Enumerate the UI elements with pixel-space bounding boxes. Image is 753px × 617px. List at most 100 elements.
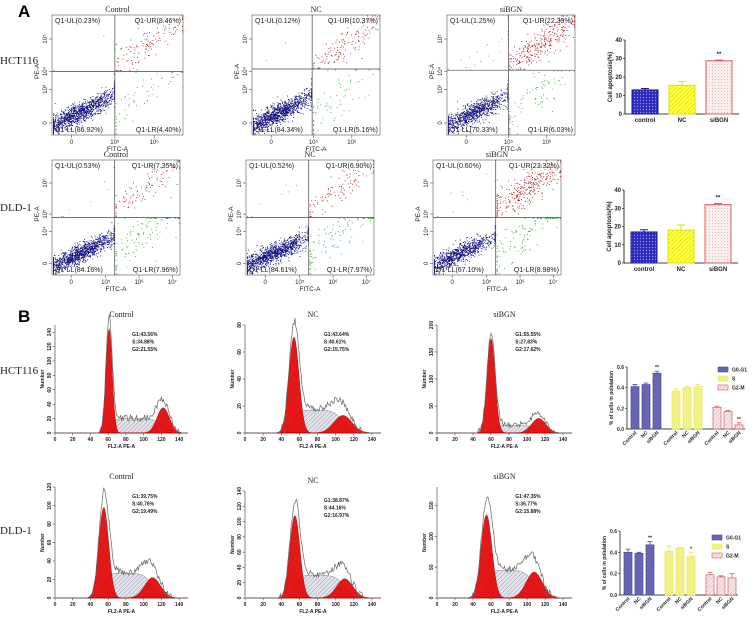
bar-g0-g1-nc — [641, 384, 651, 430]
bar-g2-m-control — [705, 574, 715, 596]
x-tick-label: 40 — [88, 437, 94, 443]
bar-g2-m-control — [712, 406, 722, 430]
x-tick-label: 100 — [139, 437, 148, 443]
x-tick-label: NC — [674, 596, 684, 606]
x-tick-label: 0 — [54, 602, 57, 608]
legend-swatch-s — [711, 543, 723, 550]
y-tick-label: 20 — [47, 416, 53, 422]
bar-g2-m-sibgn — [734, 424, 744, 430]
error-bar — [666, 545, 672, 552]
y-tick-label: 120 — [237, 502, 243, 511]
flow-hct-control-title: Control — [105, 5, 130, 14]
error-bar — [684, 386, 690, 388]
x-tick-label: control — [634, 267, 655, 273]
x-tick-label: 140 — [559, 437, 568, 443]
quadrant-label-ll: Q1-LL(84.34%) — [255, 127, 303, 134]
row-label-hct116-a: HCT116 — [0, 55, 39, 67]
y-tick-label: 120 — [47, 483, 53, 492]
x-tick-label: 120 — [541, 437, 550, 443]
s-phase-area — [437, 570, 572, 599]
bar-g0-g1-nc — [634, 553, 644, 596]
y-tick-label: 0 — [424, 261, 430, 265]
x-tick-label: 100 — [523, 602, 532, 608]
events-ll — [53, 73, 115, 135]
y-tick-label: 0 — [243, 121, 249, 125]
x-tick-label: Control — [622, 430, 639, 447]
y-axis-label: Cell apoptosis(%) — [607, 201, 613, 251]
cycle-dld-nc-title: NC — [307, 476, 318, 485]
y-axis-label: PE-A — [429, 63, 436, 79]
events-lr — [509, 70, 575, 135]
cycle-dld-control-histogram: Control 0 20 40 60 80 100 120 140 0 20 40 60 80 100 120… — [40, 472, 188, 615]
events-ul — [265, 42, 287, 62]
y-tick-label: 100 — [237, 517, 243, 526]
x-tick-label: 0 — [436, 437, 439, 443]
y-tick-label: 0 — [43, 261, 49, 265]
x-tick-label: 120 — [541, 602, 550, 608]
legend-label: S — [732, 377, 736, 383]
x-tick-label: control — [635, 118, 656, 124]
x-tick-label: 10⁶ — [150, 139, 160, 146]
y-tick-label: 10³ — [438, 85, 444, 94]
phase-percentage: S:34.88% — [132, 340, 155, 346]
events-lr — [313, 69, 380, 135]
y-axis-label: Number — [422, 533, 428, 552]
error-bar — [736, 422, 742, 425]
error-bar — [729, 573, 735, 578]
bar-sibgn — [704, 204, 732, 264]
s-phase-area — [245, 574, 381, 599]
cycle-dld-sibgn-histogram: siBGN 0 20 40 60 80 100 120 140 0 50 100 150 FL2-A PE… — [422, 472, 572, 615]
significance-mark: ** — [655, 365, 659, 371]
y-tick-label: 40 — [615, 38, 622, 44]
panel-label-a: A — [18, 2, 30, 21]
flow-hct-sibgn-title: siBGN — [500, 5, 522, 14]
x-axis-label: FITC-A — [106, 286, 128, 293]
s-phase-area — [245, 409, 381, 434]
x-axis-label: FITC-A — [306, 146, 328, 153]
flow-dld-nc-title: NC — [304, 150, 315, 159]
events-ll — [434, 225, 496, 275]
legend-label: G0-G1 — [732, 368, 747, 374]
quadrant-label-ur: Q1-UR(23.32%) — [509, 163, 559, 170]
x-axis-label: FL2-A PE-A — [299, 609, 327, 615]
events-lr — [115, 71, 183, 135]
x-tick-label: 0 — [270, 140, 274, 146]
y-tick-label: 20 — [237, 580, 243, 586]
phase-percentage: G1:47.35% — [515, 494, 541, 500]
flow-hct-sibgn-plot: siBGN Q1-UL(1.25%) Q1-UR(22.39%) Q1-LL(70.3… — [429, 5, 576, 153]
significance-mark: * — [690, 546, 692, 552]
error-bar — [678, 81, 686, 86]
legend-swatch-s — [717, 375, 729, 382]
y-tick-label: 10 — [614, 243, 621, 249]
x-tick-label: Control — [615, 596, 632, 613]
x-tick-label: 20 — [452, 437, 458, 443]
events-ul — [448, 15, 509, 70]
y-tick-label: 0 — [237, 261, 243, 265]
bar-s-sibgn — [686, 556, 696, 596]
bar-sibgn — [705, 60, 733, 115]
histogram-outline — [437, 332, 572, 434]
error-bar — [673, 388, 679, 391]
events-ur — [509, 15, 575, 70]
events-lr — [496, 218, 561, 275]
quadrant-label-lr: Q1-LR(7.97%) — [327, 267, 372, 274]
y-tick-label: 100 — [47, 357, 53, 366]
charts-layer: Control Q1-UL(0.23%) Q1-UR(8.46%) Q1-LL(86.… — [34, 5, 747, 615]
cycle-hct-control-histogram: Control 0 20 40 60 80 100 120 140 0 20 40 60 80 100 120… — [40, 310, 188, 450]
y-tick-label: 0.6 — [617, 365, 624, 371]
phase-percentage: G1:43.64% — [324, 332, 350, 338]
y-tick-label: 10⁴ — [437, 66, 444, 76]
phase-percentage: G1:38.87% — [324, 498, 350, 504]
bar-g0-g1-control — [623, 551, 633, 596]
x-tick-label: 120 — [157, 602, 166, 608]
y-tick-label: 60 — [47, 387, 53, 393]
y-tick-label: 80 — [47, 521, 53, 527]
y-tick-label: 140 — [47, 328, 53, 337]
flow-dld-control-plot: Control Q1-UL(0.53%) Q1-UR(7.35%) Q1-LL(84.… — [34, 150, 181, 293]
bar-g2-m-nc — [723, 411, 733, 430]
quadrant-label-lr: Q1-LR(4.40%) — [136, 127, 181, 134]
error-bar — [641, 87, 649, 90]
x-tick-label: 10⁶ — [347, 139, 357, 146]
x-axis-label: FITC-A — [107, 146, 129, 153]
y-tick-label: 80 — [47, 372, 53, 378]
